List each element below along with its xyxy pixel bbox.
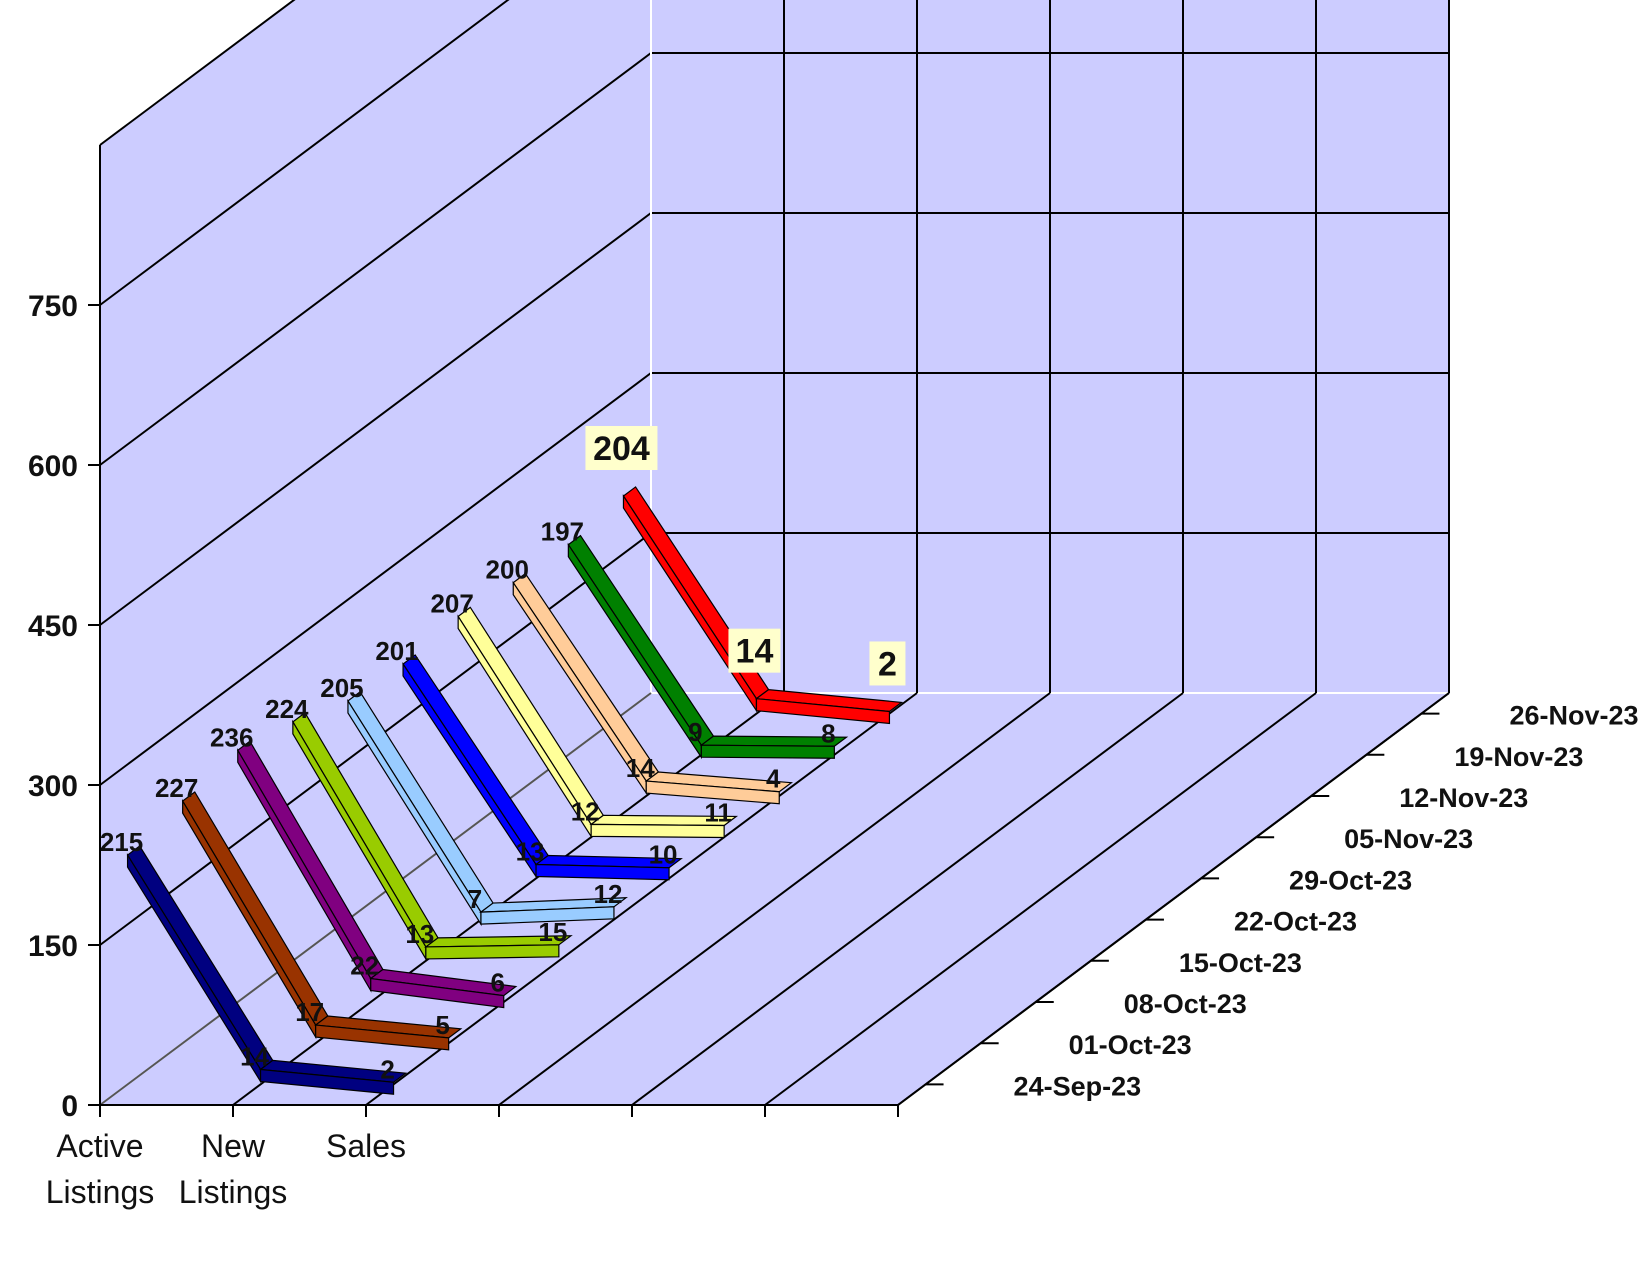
depth-label: 01-Oct-23 xyxy=(1069,1030,1192,1060)
data-label: 204 xyxy=(593,430,650,468)
data-label: 227 xyxy=(155,773,198,803)
data-label: 207 xyxy=(430,588,473,618)
data-label: 7 xyxy=(468,884,482,914)
series-ribbon xyxy=(512,572,794,805)
y-tick-label: 150 xyxy=(28,930,78,963)
category-label: Sales xyxy=(326,1128,406,1164)
data-label: 10 xyxy=(649,840,678,870)
series-ribbon xyxy=(567,534,849,760)
data-label-box xyxy=(728,628,781,673)
data-label: 2 xyxy=(878,645,897,683)
floor-gridline xyxy=(631,692,1184,1106)
category-label: Active Listings xyxy=(46,1128,155,1210)
data-label: 4 xyxy=(766,764,781,794)
side-wall xyxy=(100,0,651,1105)
depth-label: 22-Oct-23 xyxy=(1234,907,1357,937)
series-ribbons xyxy=(126,486,904,1095)
data-label: 2 xyxy=(380,1054,394,1084)
value-gridline xyxy=(99,0,510,306)
series-ribbon xyxy=(126,845,408,1095)
y-tick-label: 0 xyxy=(61,1090,78,1123)
series-ribbon xyxy=(347,690,628,927)
data-label: 6 xyxy=(491,968,505,998)
depth-label: 29-Oct-23 xyxy=(1289,865,1412,895)
data-label: 12 xyxy=(571,796,600,826)
ribbon-front xyxy=(535,863,670,881)
series-ribbon xyxy=(402,654,683,881)
data-label: 13 xyxy=(405,919,434,949)
ribbon-front xyxy=(259,1068,395,1095)
floor-gridline xyxy=(498,692,1051,1106)
ribbon-front xyxy=(755,698,891,725)
data-label: 236 xyxy=(210,722,253,752)
data-label-box xyxy=(585,426,658,470)
data-label: 9 xyxy=(688,717,702,747)
data-label: 12 xyxy=(593,879,622,909)
data-label: 215 xyxy=(100,827,143,857)
data-label: 13 xyxy=(516,837,545,867)
data-label: 224 xyxy=(265,694,309,724)
y-tick-label: 300 xyxy=(28,770,78,803)
floor-gridline xyxy=(365,692,918,1106)
y-tick-label: 600 xyxy=(28,450,78,483)
ribbon-front xyxy=(480,906,615,925)
data-label: 8 xyxy=(821,718,835,748)
y-tick-label: 750 xyxy=(28,290,78,323)
data-label: 14 xyxy=(240,1041,269,1071)
series-ribbon xyxy=(236,740,518,1009)
series-ribbon xyxy=(292,711,573,962)
data-label: 14 xyxy=(626,753,655,783)
depth-axis-line xyxy=(897,692,1450,1106)
depth-label: 19-Nov-23 xyxy=(1454,742,1583,772)
floor-gridline xyxy=(764,692,1317,1106)
series-ribbon xyxy=(181,791,463,1051)
chart-walls xyxy=(100,0,1449,1105)
depth-label: 12-Nov-23 xyxy=(1399,783,1528,813)
ribbon-front xyxy=(700,744,835,759)
data-label: 17 xyxy=(295,997,324,1027)
data-label: 197 xyxy=(541,517,584,547)
series-ribbon xyxy=(457,606,739,839)
category-label: New Listings xyxy=(179,1128,288,1210)
value-gridline xyxy=(99,0,296,146)
data-label: 201 xyxy=(375,636,418,666)
y-tick-label: 450 xyxy=(28,610,78,643)
depth-label: 05-Nov-23 xyxy=(1344,824,1473,854)
ribbon-front xyxy=(590,823,725,839)
data-label-box xyxy=(869,641,906,686)
ribbon-front xyxy=(645,780,780,805)
depth-label: 08-Oct-23 xyxy=(1124,989,1247,1019)
ribbon-front xyxy=(425,944,560,960)
data-label: 15 xyxy=(538,917,567,947)
data-label: 11 xyxy=(704,797,732,827)
depth-label: 15-Oct-23 xyxy=(1179,948,1302,978)
data-label: 200 xyxy=(486,555,529,585)
data-label: 5 xyxy=(435,1010,449,1040)
depth-label: 26-Nov-23 xyxy=(1509,701,1638,731)
data-label: 14 xyxy=(736,633,774,671)
depth-label: 24-Sep-23 xyxy=(1014,1071,1142,1101)
chart-labels: 0 150 300 450 600 750 Active Listings New Listing… xyxy=(28,290,1639,1210)
data-label: 22 xyxy=(350,951,379,981)
data-label: 205 xyxy=(320,673,363,703)
ribbon-front xyxy=(370,977,505,1009)
ribbon-front xyxy=(315,1024,450,1051)
